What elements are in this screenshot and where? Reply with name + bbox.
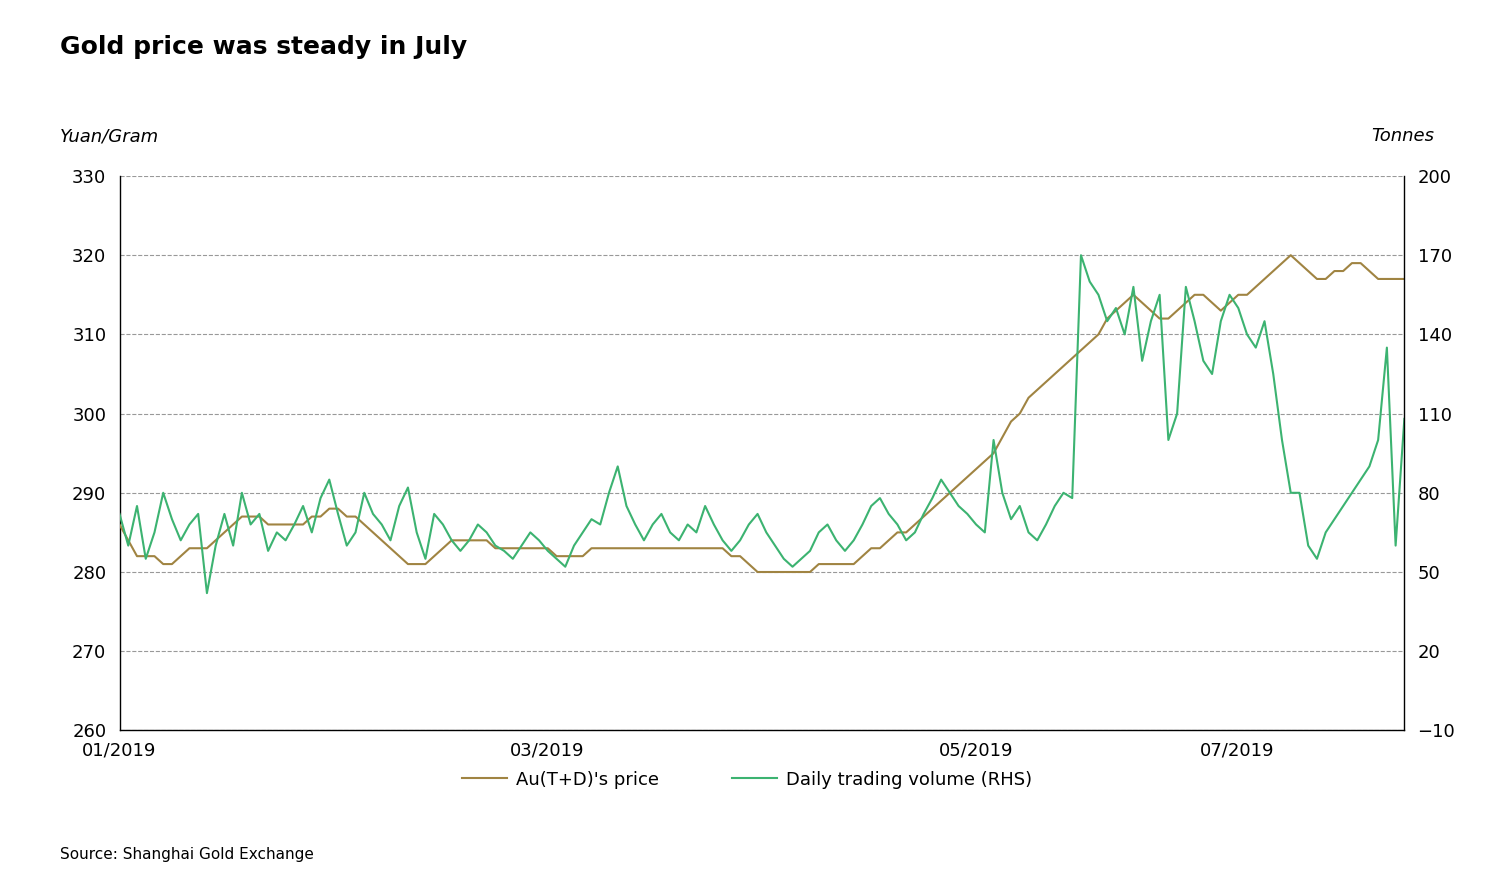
Au(T+D)'s price [1282,250,1300,260]
Legend: Au(T+D)'s price, Daily trading volume (RHS): Au(T+D)'s price, Daily trading volume (R… [456,764,1038,796]
Line: Daily trading volume (RHS): Daily trading volume (RHS) [120,255,1404,593]
Daily trading volume (RHS) [905,527,923,538]
Daily trading volume (RHS) [365,509,382,519]
Au(T+D)'s price [723,551,741,561]
Au(T+D)'s price [356,519,374,530]
Text: Gold price was steady in July: Gold price was steady in July [60,35,468,59]
Daily trading volume (RHS) [199,588,217,598]
Text: Source: Shanghai Gold Exchange: Source: Shanghai Gold Exchange [60,847,314,862]
Daily trading volume (RHS) [111,509,128,519]
Au(T+D)'s price [1028,385,1046,395]
Text: Tonnes: Tonnes [1371,128,1434,145]
Daily trading volume (RHS) [206,540,224,551]
Line: Au(T+D)'s price: Au(T+D)'s price [120,255,1404,572]
Au(T+D)'s price [111,519,128,530]
Daily trading volume (RHS) [1028,535,1046,546]
Au(T+D)'s price [1395,274,1413,284]
Au(T+D)'s price [757,567,775,577]
Daily trading volume (RHS) [757,527,775,538]
Text: Yuan/Gram: Yuan/Gram [60,128,158,145]
Au(T+D)'s price [199,543,217,554]
Au(T+D)'s price [905,519,923,530]
Daily trading volume (RHS) [731,535,748,546]
Daily trading volume (RHS) [1395,414,1413,424]
Daily trading volume (RHS) [1073,250,1091,260]
Au(T+D)'s price [748,567,766,577]
